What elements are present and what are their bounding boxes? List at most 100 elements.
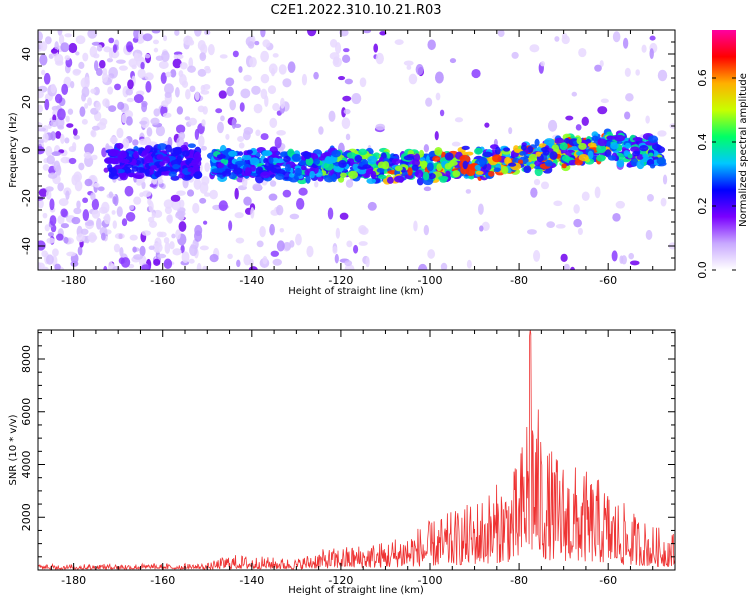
noise-blob	[217, 121, 224, 134]
spectrogram-x-tick-label: -100	[418, 274, 443, 287]
noise-blob	[226, 86, 234, 97]
snr-x-tick-label: -100	[418, 574, 443, 587]
noise-blob	[112, 220, 117, 229]
noise-blob	[117, 101, 125, 110]
noise-blob	[163, 83, 174, 95]
noise-blob	[629, 260, 640, 266]
noise-blob	[342, 54, 351, 63]
signal-blob	[338, 160, 347, 168]
noise-blob	[234, 212, 244, 219]
noise-blob	[466, 259, 472, 269]
noise-blob	[126, 97, 134, 103]
noise-blob	[164, 242, 171, 254]
noise-blob	[58, 34, 65, 45]
signal-blob	[428, 172, 436, 180]
signal-blob	[116, 142, 124, 150]
noise-blob	[151, 30, 161, 34]
signal-blob	[445, 170, 451, 177]
noise-blob	[578, 47, 587, 58]
signal-blob	[486, 163, 492, 171]
signal-blob	[263, 157, 269, 164]
noise-blob	[64, 137, 70, 144]
noise-blob	[132, 139, 139, 146]
noise-blob	[46, 237, 55, 244]
signal-blob	[294, 167, 302, 177]
noise-blob	[183, 35, 193, 46]
spectrogram-x-tick-label: -60	[599, 274, 617, 287]
noise-blob	[77, 246, 83, 256]
noise-blob	[128, 204, 135, 211]
signal-blob	[578, 153, 589, 162]
noise-blob	[141, 190, 152, 197]
spectrogram-x-tick-label: -160	[150, 274, 175, 287]
signal-blob	[134, 171, 145, 180]
noise-blob	[471, 68, 481, 79]
noise-blob	[118, 65, 128, 71]
noise-blob	[76, 200, 81, 209]
noise-blob	[314, 181, 319, 188]
noise-blob	[75, 51, 80, 56]
signal-blob	[366, 178, 377, 184]
noise-blob	[622, 37, 629, 49]
spectrogram-y-ticks: -40 -20 0 20 40	[20, 29, 675, 271]
noise-blob	[148, 245, 155, 251]
noise-blob	[657, 69, 668, 82]
noise-blob	[57, 108, 66, 121]
noise-blob	[427, 39, 436, 51]
noise-blob	[365, 256, 370, 268]
noise-blob	[194, 128, 200, 141]
signal-blob	[517, 159, 524, 165]
signal-blob	[610, 142, 619, 150]
noise-blob	[76, 233, 85, 243]
colorbar-tick-label: 0.0	[696, 261, 709, 279]
noise-blob	[108, 47, 114, 60]
signal-blob	[260, 171, 271, 179]
noise-blob	[172, 58, 182, 69]
noise-blob	[175, 211, 185, 219]
noise-blob	[415, 63, 424, 76]
signal-blob	[141, 150, 148, 156]
signal-blob	[596, 154, 606, 162]
noise-blob	[193, 178, 202, 190]
noise-blob	[196, 262, 202, 270]
signal-blob	[587, 150, 594, 160]
signal-blob	[461, 145, 470, 151]
noise-blob	[555, 223, 566, 229]
noise-blob	[68, 157, 77, 165]
noise-blob	[484, 122, 490, 128]
signal-blob	[287, 148, 295, 157]
noise-blob	[635, 69, 640, 76]
noise-blob	[240, 88, 251, 99]
snr-y-tick-label: 6000	[20, 398, 33, 426]
spectrogram-x-axis-title: Height of straight line (km)	[288, 286, 424, 297]
noise-blob	[144, 53, 151, 59]
noise-blob	[38, 90, 44, 99]
signal-blob	[346, 152, 356, 159]
noise-blob	[50, 48, 58, 54]
noise-blob	[192, 202, 200, 214]
signal-blob	[170, 147, 181, 157]
noise-blob	[81, 92, 87, 102]
noise-blob	[345, 179, 354, 188]
signal-blob	[574, 159, 583, 166]
noise-blob	[54, 263, 61, 270]
noise-blob	[243, 74, 252, 82]
noise-blob	[339, 30, 349, 37]
signal-blob	[237, 151, 244, 156]
figure-title: C2E1.2022.310.10.21.R03	[270, 3, 441, 18]
noise-blob	[611, 250, 618, 262]
signal-blob	[168, 171, 177, 177]
signal-blob	[284, 163, 291, 173]
signal-blob	[303, 151, 312, 160]
noise-blob	[63, 236, 69, 244]
noise-blob	[199, 52, 207, 62]
spectrogram-x-tick-label: -140	[239, 274, 264, 287]
noise-blob	[44, 36, 52, 45]
noise-blob	[276, 129, 286, 136]
noise-blob	[289, 240, 295, 248]
noise-blob	[205, 68, 212, 74]
noise-blob	[255, 129, 261, 137]
noise-blob	[434, 71, 444, 84]
spectrogram-x-tick-label: -180	[61, 274, 86, 287]
snr-series	[38, 330, 675, 570]
